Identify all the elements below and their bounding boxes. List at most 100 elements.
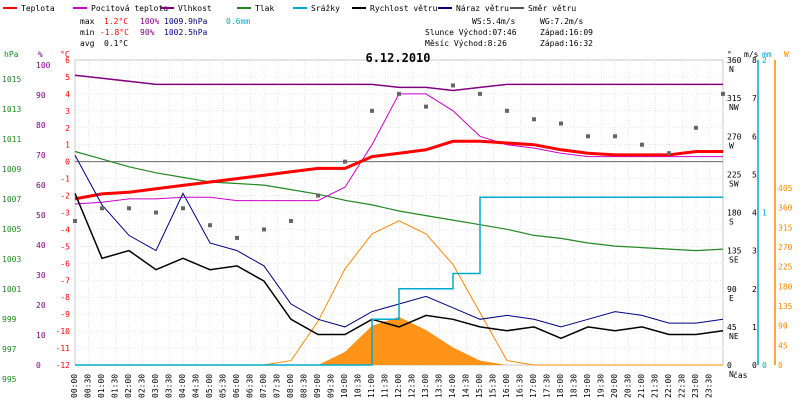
axis-time-tick: 11:00: [367, 374, 376, 398]
legend-label: Tlak: [255, 4, 274, 13]
axis-c-tick: -6: [60, 259, 70, 268]
axis-time-tick: 09:00: [313, 374, 322, 398]
axis-time-tick: 12:30: [408, 374, 417, 398]
axis-pct-tick: 10: [36, 331, 46, 340]
axis-c-tick: -8: [60, 293, 70, 302]
wind-speed-line: [74, 193, 724, 340]
axis-w-label: W: [784, 50, 789, 59]
wind-dir-point: [721, 91, 725, 96]
legend-label: Směr větru: [528, 4, 576, 13]
axis-time-tick: 12:00: [394, 374, 403, 398]
axis-pct-tick: 80: [36, 121, 46, 130]
axis-c-tick: 6: [65, 56, 70, 65]
wind-dir-point: [586, 134, 590, 139]
axis-time-tick: 06:00: [232, 374, 241, 398]
axis-mm-label: mm: [762, 50, 772, 59]
stat-sun-set: Západ:16:09: [540, 28, 593, 37]
axis-hpa-tick: 1007: [2, 195, 21, 204]
axis-time-tick: 21:00: [637, 374, 646, 398]
wind-dir-point: [154, 210, 158, 215]
axis-mm-tick: 1: [762, 209, 767, 218]
axis-dir-tick: E: [729, 294, 734, 303]
wind-dir-point: [613, 134, 617, 139]
axis-time-tick: 09:30: [327, 374, 336, 398]
axis-c-tick: -7: [60, 276, 70, 285]
axis-w-tick: 405: [778, 184, 793, 193]
axis-c-tick: -2: [60, 192, 70, 201]
axis-w-tick: 360: [778, 204, 793, 213]
axes-layer: hPa1015101310111009100710051003100199999…: [2, 50, 793, 398]
axis-time-tick: 17:00: [529, 374, 538, 398]
axis-deg-tick: 135: [727, 247, 742, 256]
stat-max-hum: 100%: [140, 17, 159, 26]
axis-time-tick: 00:30: [84, 374, 93, 398]
axis-c-tick: 4: [65, 90, 70, 99]
axis-dir-tick: S: [729, 218, 734, 227]
stat-avg-label: avg: [80, 39, 95, 48]
axis-time-tick: 01:00: [97, 374, 106, 398]
axis-time-tick: 10:30: [354, 374, 363, 398]
stat-max-temp: 1.2°C: [104, 17, 128, 26]
axis-deg-tick: 225: [727, 170, 742, 179]
axis-c-tick: -3: [60, 209, 70, 218]
axis-time-tick: 16:00: [502, 374, 511, 398]
wind-dir-point: [181, 206, 185, 211]
wind-dir-point: [505, 108, 509, 113]
axis-pct-tick: 100: [36, 61, 51, 70]
axis-dir-tick: NE: [729, 332, 739, 341]
legend-label: Srážky: [311, 4, 340, 13]
axis-hpa-tick: 1005: [2, 225, 21, 234]
axis-pct-tick: 70: [36, 151, 46, 160]
axis-mm-tick: 0: [762, 361, 767, 370]
solar-measured-area: [75, 316, 723, 365]
wind-dir-point: [100, 206, 104, 211]
axis-hpa-label: hPa: [4, 50, 19, 59]
axis-time-tick: 22:00: [664, 374, 673, 398]
axis-time-tick: 21:30: [651, 374, 660, 398]
stat-moon-set: Západ:16:32: [540, 39, 593, 48]
axis-time-tick: 23:00: [691, 374, 700, 398]
axis-ms-tick: 6: [752, 132, 757, 141]
axis-ms-label: m/s: [744, 50, 759, 59]
legend-label: Teplota: [21, 4, 55, 13]
axis-time-tick: 22:30: [678, 374, 687, 398]
axis-w-tick: 0: [778, 361, 783, 370]
stat-min-hum: 90%: [140, 28, 155, 37]
axis-w-tick: 45: [778, 341, 788, 350]
axis-deg-tick: 180: [727, 209, 742, 218]
axis-dir-tick: W: [729, 141, 734, 150]
axis-pct-tick: 20: [36, 301, 46, 310]
axis-pct-tick: 30: [36, 271, 46, 280]
axis-c-tick: -9: [60, 310, 70, 319]
axis-c-tick: 2: [65, 124, 70, 133]
axis-deg-tick: 315: [727, 94, 742, 103]
axis-time-tick: 01:30: [111, 374, 120, 398]
axis-c-tick: -12: [56, 361, 71, 370]
rain-line: [75, 196, 723, 366]
axis-hpa-tick: 999: [2, 315, 17, 324]
wind-dir-point: [532, 117, 536, 122]
temperature-line: [74, 139, 723, 201]
axis-dir-tick: SW: [729, 179, 739, 188]
humidity-line: [74, 74, 723, 92]
stat-moon: Měsíc Východ:8:26: [425, 39, 507, 48]
wind-dir-point: [640, 142, 644, 147]
pressure-line: [74, 150, 724, 252]
wind-dir-point: [208, 223, 212, 228]
axis-c-tick: -5: [60, 242, 70, 251]
axis-deg-tick: 0: [727, 361, 732, 370]
axis-deg-tick: 270: [727, 132, 742, 141]
axis-ms-tick: 8: [752, 56, 757, 65]
axis-time-tick: 07:30: [273, 374, 282, 398]
stat-min-temp: -1.8°C: [100, 28, 129, 37]
axis-time-tick: 13:00: [421, 374, 430, 398]
axis-deg-tick: 45: [727, 323, 737, 332]
axis-time-tick: 17:30: [543, 374, 552, 398]
stat-min-label: min: [80, 28, 95, 37]
legend-label: Pocitová teplota: [91, 4, 168, 13]
axis-deg-tick: 90: [727, 285, 737, 294]
axis-hpa-tick: 997: [2, 345, 17, 354]
axis-ms-tick: 7: [752, 94, 757, 103]
stat-avg-temp: 0.1°C: [104, 39, 128, 48]
